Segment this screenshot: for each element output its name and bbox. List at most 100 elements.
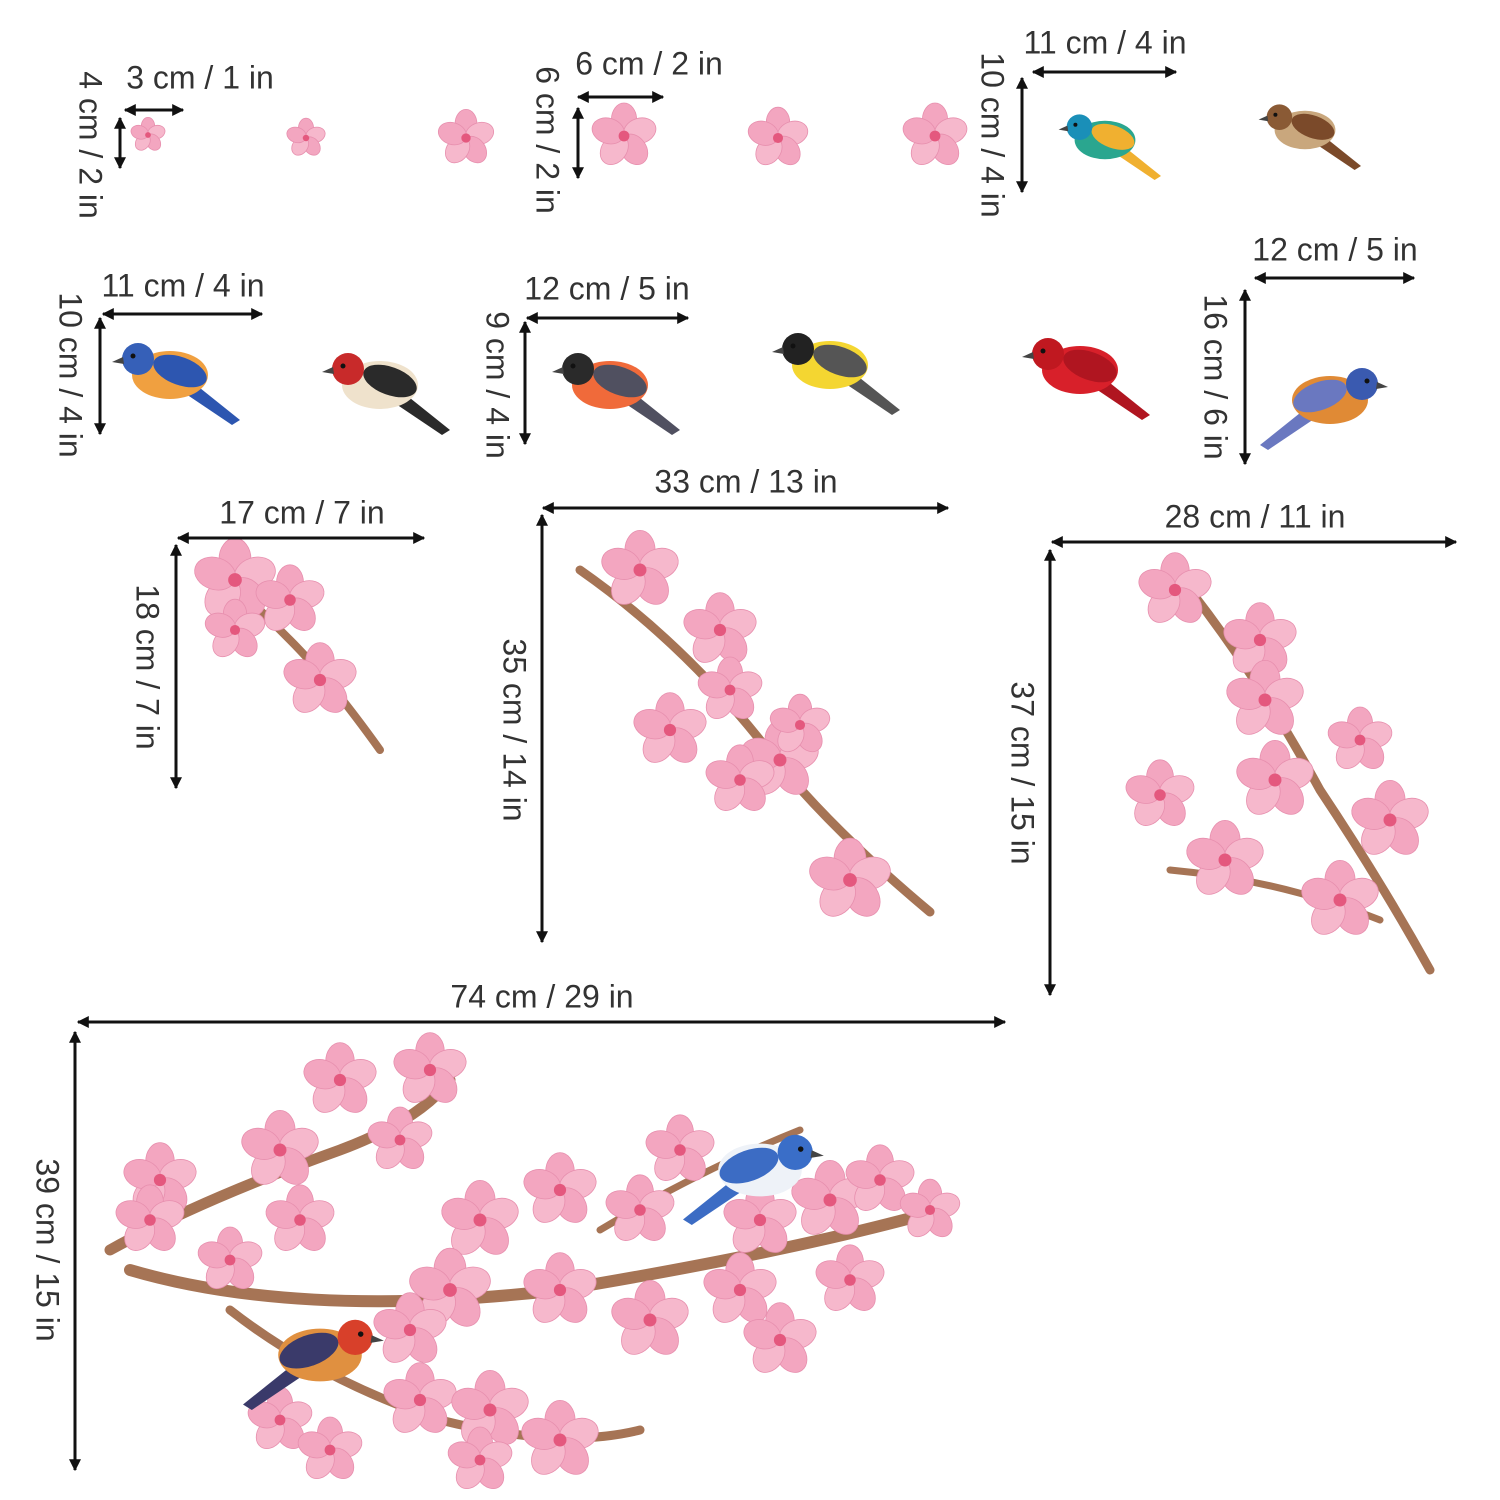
blossom [791, 1160, 869, 1235]
blossom [303, 1042, 377, 1113]
blossom [809, 837, 891, 917]
width-label: 74 cm / 29 in [450, 978, 633, 1014]
blossom [1186, 820, 1264, 895]
blossom-center [1154, 789, 1166, 801]
bird [1058, 114, 1161, 180]
blossom-center [224, 1254, 236, 1266]
dimension-set: 12 cm / 5 in9 cm / 4 in [480, 270, 690, 458]
height-label: 10 cm / 4 in [975, 52, 1011, 217]
dimension-set: 12 cm / 5 in 16 cm / 6 in [1198, 231, 1418, 466]
blossom-center [1333, 893, 1347, 907]
bird [322, 353, 450, 435]
blossom [899, 1178, 961, 1238]
bird-wing [1293, 379, 1347, 413]
blossom-center [413, 1393, 427, 1407]
bird-eye [357, 1331, 364, 1337]
blossom [373, 1292, 447, 1363]
blossom [441, 1180, 519, 1255]
dimension-set: 11 cm / 4 in 10 cm / 4 in [975, 24, 1187, 217]
width-label: 17 cm / 7 in [219, 494, 384, 530]
blossom-center [144, 1214, 156, 1226]
blossom-center [553, 1433, 567, 1447]
bird-eye [1273, 112, 1278, 117]
width-label: 33 cm / 13 in [654, 463, 837, 499]
dimensions: 3 cm / 1 in 4 cm / 2 in 6 cm / 2 in6 cm / … [30, 24, 1458, 1472]
blossom [845, 1144, 915, 1211]
blossom [197, 1226, 263, 1290]
blossom-center [674, 1144, 686, 1156]
blossom-center [734, 774, 746, 786]
width-label: 11 cm / 4 in [1023, 24, 1186, 60]
blossom [611, 1280, 689, 1355]
width-label: 12 cm / 5 in [524, 270, 689, 306]
bird [1260, 368, 1388, 450]
bird-beak [1022, 352, 1034, 359]
blossom [605, 1174, 675, 1241]
bird-eye [1364, 378, 1370, 384]
blossom [1327, 706, 1393, 770]
blossom-center [483, 1403, 497, 1417]
height-label: 37 cm / 15 in [1005, 681, 1041, 864]
blossom [523, 1252, 597, 1323]
blossom-center [633, 563, 647, 577]
blossom-center [843, 873, 857, 887]
blossom [705, 744, 775, 811]
blossom-center [794, 719, 806, 731]
bird-wing [1091, 123, 1135, 150]
height-label: 9 cm / 4 in [480, 311, 516, 459]
height-label: 39 cm / 15 in [30, 1158, 66, 1341]
bird-eye [340, 363, 346, 369]
blossom-center [553, 1183, 567, 1197]
blossom [523, 1152, 597, 1223]
bird-head [782, 333, 814, 365]
bird-head [337, 1319, 373, 1355]
bird [243, 1319, 384, 1410]
bird-beak [322, 367, 334, 374]
bird-head [1032, 338, 1064, 370]
blossom-center [724, 684, 736, 696]
blossom-center [663, 723, 677, 737]
blossom-center [924, 1204, 936, 1216]
dimension-set: 28 cm / 11 in 37 cm / 15 in [1005, 498, 1458, 997]
bird-head [1066, 114, 1093, 140]
bird-beak [1258, 115, 1269, 122]
blossom [769, 693, 831, 753]
blossom-center [823, 1193, 837, 1207]
blossom [283, 642, 357, 713]
blossom [697, 656, 763, 720]
blossom [447, 1426, 513, 1490]
blossom [683, 592, 757, 663]
width-label: 3 cm / 1 in [126, 59, 274, 95]
bird [772, 333, 900, 415]
bird-beak [1058, 125, 1069, 132]
bird-head [332, 353, 364, 385]
blossom-center [294, 1214, 306, 1226]
blossom [451, 1370, 529, 1445]
blossom [130, 116, 166, 151]
blossom [204, 598, 266, 658]
bird-eye [1073, 122, 1078, 127]
blossom-center [474, 1454, 486, 1466]
height-label: 4 cm / 2 in [73, 71, 109, 219]
blossom-center [773, 753, 787, 767]
dimension-set: 17 cm / 7 in 18 cm / 7 in [130, 494, 426, 790]
blossom-center [733, 1283, 747, 1297]
bird-wing [363, 364, 417, 398]
dimension-set: 33 cm / 13 in 35 cm / 14 in [497, 463, 950, 944]
blossom-center [229, 624, 241, 636]
bird-head [562, 353, 594, 385]
blossom-center [394, 1134, 406, 1146]
blossom-center [273, 1143, 287, 1157]
blossom [591, 102, 657, 166]
blossom [1351, 780, 1429, 855]
blossom-center [773, 1333, 787, 1347]
blossom [367, 1106, 433, 1170]
blossom-center [302, 134, 310, 142]
blossom-center [274, 1414, 286, 1426]
bird-eye [790, 343, 796, 349]
blossom-center [772, 132, 784, 144]
blossom [1125, 759, 1195, 826]
blossom [601, 530, 679, 605]
blossom-center [618, 130, 630, 142]
